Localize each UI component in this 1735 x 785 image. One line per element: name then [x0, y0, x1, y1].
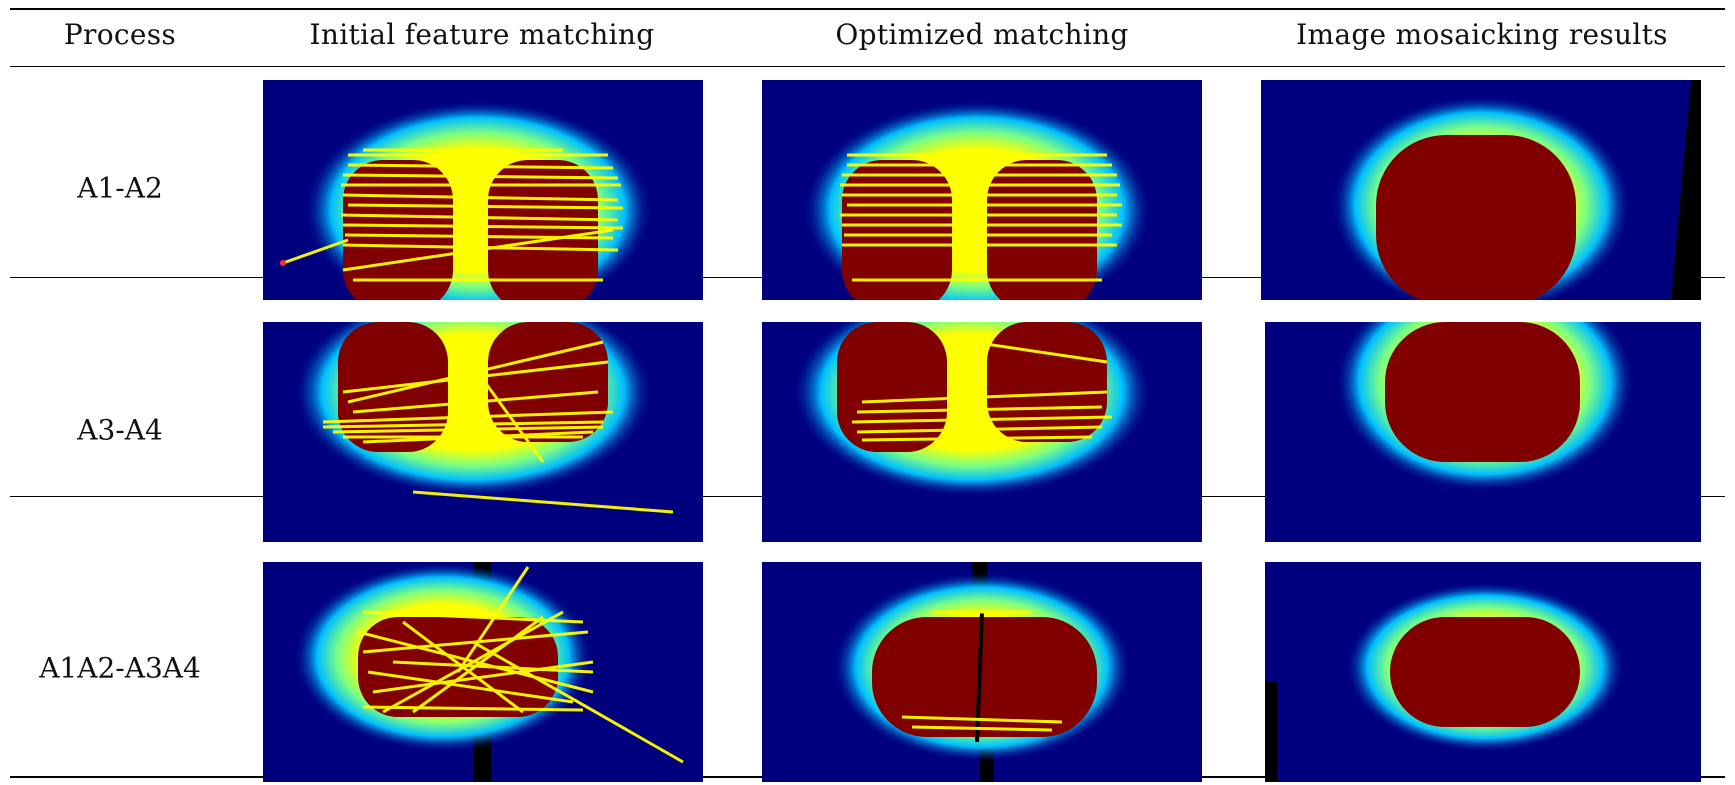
- image-a1-a2-initial-matching: [263, 80, 703, 300]
- header-rule: [10, 66, 1725, 67]
- image-a3-a4-mosaic-result: [1265, 322, 1701, 542]
- image-a1a2-a3a4-optimized-matching: [762, 562, 1202, 782]
- image-a1a2-a3a4-initial-matching: [263, 562, 703, 782]
- image-a1-a2-optimized-matching: [762, 80, 1202, 300]
- header-initial-feature-matching: Initial feature matching: [309, 18, 655, 51]
- image-a3-a4-initial-matching: [263, 322, 703, 542]
- header-image-mosaicking-results: Image mosaicking results: [1296, 18, 1668, 51]
- row-label-a1a2-a3a4: A1A2-A3A4: [39, 651, 201, 685]
- top-rule: [10, 8, 1725, 10]
- row-label-a1-a2: A1-A2: [77, 171, 163, 205]
- header-optimized-matching: Optimized matching: [835, 18, 1129, 51]
- image-a1a2-a3a4-mosaic-result: [1265, 562, 1701, 782]
- row-label-a3-a4: A3-A4: [77, 413, 163, 447]
- image-a1-a2-mosaic-result: [1261, 80, 1701, 300]
- header-process: Process: [63, 18, 177, 51]
- image-a3-a4-optimized-matching: [762, 322, 1202, 542]
